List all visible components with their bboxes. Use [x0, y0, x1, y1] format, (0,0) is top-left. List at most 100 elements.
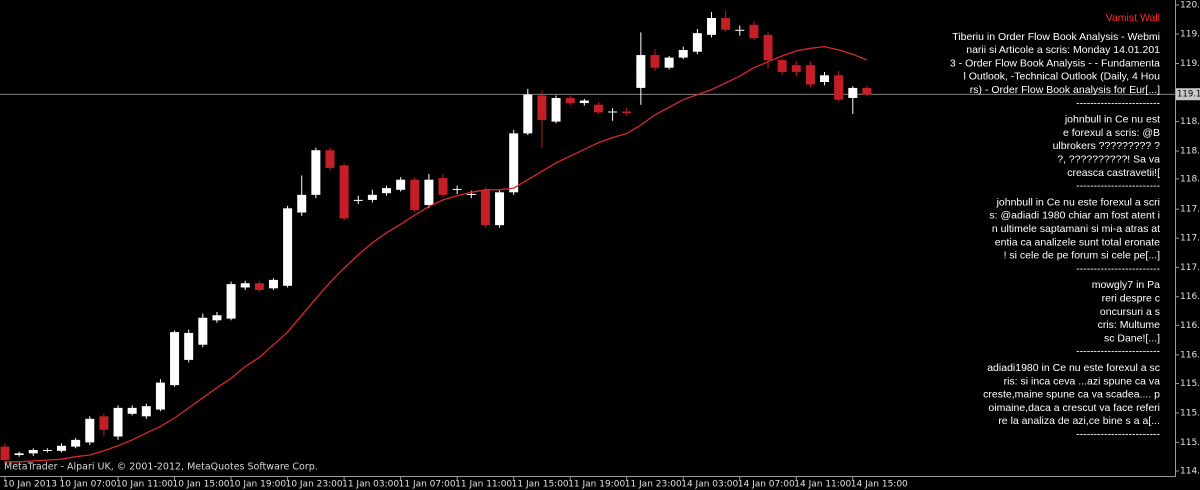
y-tick-label: 119.900 — [1180, 30, 1200, 40]
candle-body — [622, 111, 632, 114]
candle-body — [382, 188, 392, 194]
x-tick-label: 10 Jan 07:00 — [60, 480, 117, 490]
candle-body — [42, 449, 52, 451]
candle-body — [283, 208, 293, 286]
candle-body — [113, 407, 123, 437]
y-tick-label: 118.860 — [1180, 117, 1200, 127]
candle-body — [791, 65, 801, 72]
y-tick-label: 117.820 — [1180, 205, 1200, 215]
candle-body — [0, 446, 10, 461]
x-tick-label: 10 Jan 11:00 — [116, 480, 173, 490]
candle-body — [367, 194, 377, 200]
sidebar-line: reri despre c — [1102, 292, 1160, 304]
current-price-box — [1176, 88, 1200, 101]
candle-body — [834, 75, 844, 100]
x-tick-label: 10 Jan 15:00 — [173, 480, 230, 490]
y-tick-label: 120.245 — [1180, 0, 1200, 10]
sidebar-line: rs) - Order Flow Book analysis for Eur[.… — [970, 84, 1160, 96]
y-tick-label: 116.440 — [1180, 321, 1200, 331]
candle-body — [424, 179, 434, 205]
candle-body — [438, 178, 448, 195]
x-tick-label: 14 Jan 11:00 — [794, 480, 851, 490]
sidebar-line: johnbull in Ce nu est — [1064, 114, 1160, 126]
x-tick-label: 11 Jan 19:00 — [568, 480, 625, 490]
x-tick-label: 11 Jan 15:00 — [512, 480, 569, 490]
candle-body — [593, 104, 603, 113]
candle-body — [523, 94, 533, 134]
candle-body — [692, 33, 702, 52]
candle-body — [325, 150, 335, 168]
candle-body — [763, 34, 773, 61]
sidebar-line: entia ca analizele sunt total eronate — [995, 236, 1160, 248]
moving-average — [5, 45, 868, 463]
y-tick-label: 114.710 — [1180, 467, 1200, 477]
sidebar-line: mowgly7 in Pa — [1092, 279, 1160, 291]
candle-body — [28, 449, 38, 454]
sidebar-line: e forexul a scris: @B — [1063, 127, 1160, 139]
sidebar-line: oimaine,daca a crescut va face referi — [988, 402, 1160, 414]
x-tick-label: 10 Jan 19:00 — [229, 480, 286, 490]
candle-body — [71, 439, 81, 447]
candle-body — [212, 315, 222, 321]
sidebar-line: oncursuri a s — [1100, 306, 1160, 318]
x-tick-label: 10 Jan 2013 — [3, 480, 57, 490]
candle-body — [636, 55, 646, 88]
candle-body — [254, 283, 264, 290]
y-tick-label: 115.750 — [1180, 379, 1200, 389]
candle-body — [707, 18, 716, 35]
candle-body — [551, 98, 561, 122]
y-tick-label: 118.180 — [1180, 174, 1200, 184]
current-price-label: 119.185 — [1177, 90, 1200, 100]
sidebar-line: Tiberiu in Order Flow Book Analysis - We… — [952, 31, 1160, 43]
sidebar-line: ?, ??????????! Sa va — [1057, 153, 1160, 165]
x-tick-label: 10 Jan 23:00 — [286, 480, 343, 490]
candle-body — [721, 18, 731, 30]
candle-body — [353, 199, 363, 201]
sidebar-line: s: @adiadi 1980 chiar am fost atent i — [989, 210, 1160, 222]
x-tick-label: 11 Jan 03:00 — [342, 480, 399, 490]
candle-body — [396, 179, 406, 190]
y-tick-label: 119.550 — [1180, 59, 1200, 69]
candle-body — [579, 100, 589, 104]
x-tick-label: 11 Jan 23:00 — [625, 480, 682, 490]
sidebar-line: creste,maine spune ca va scadea.... p — [983, 389, 1160, 401]
sidebar-title: Vamist Wall — [1106, 12, 1160, 24]
candle-body — [57, 445, 67, 451]
x-tick-label: 14 Jan 07:00 — [738, 480, 795, 490]
candle-body — [99, 416, 109, 430]
candle-body — [268, 279, 278, 289]
sidebar-line: ------------------------ — [1076, 263, 1160, 275]
candle-body — [820, 75, 830, 83]
candle-body — [170, 332, 180, 386]
sidebar-line: 3 - Order Flow Book Analysis - - Fundame… — [950, 57, 1160, 69]
candle-body — [862, 87, 872, 95]
sidebar-line: ------------------------ — [1076, 97, 1160, 109]
candle-body — [608, 111, 618, 113]
sidebar-line: ------------------------ — [1076, 428, 1160, 440]
candle-body — [297, 194, 307, 213]
sidebar-line: n ultimele saptamani si mi-a atras at — [992, 223, 1160, 235]
y-tick-label: 117.130 — [1180, 263, 1200, 273]
x-tick-label: 11 Jan 07:00 — [399, 480, 456, 490]
sidebar-line: narii si Articole a scris: Monday 14.01.… — [966, 44, 1160, 56]
candle-body — [735, 29, 745, 31]
sidebar-line: johnbull in Ce nu este forexul a scri — [996, 196, 1160, 208]
sidebar-line: re la analiza de azi,ce bine s a a[... — [998, 415, 1160, 427]
candle-body — [509, 133, 519, 193]
sidebar-line: ------------------------ — [1076, 180, 1160, 192]
candle-body — [480, 189, 490, 226]
candle-body — [678, 50, 688, 58]
candle-body — [495, 192, 505, 226]
candle-body — [466, 194, 476, 196]
sidebar-line: cris: Multume — [1098, 319, 1161, 331]
candle-body — [14, 453, 24, 456]
candle-body — [848, 87, 858, 99]
candle-body — [339, 165, 349, 219]
candle-body — [410, 179, 420, 211]
watermark: MetaTrader - Alpari UK, © 2001-2012, Met… — [4, 462, 318, 473]
sidebar-line: sc Dane![...] — [1104, 332, 1160, 344]
candle-body — [805, 65, 815, 85]
candle-body — [777, 60, 787, 72]
candle-body — [650, 55, 660, 68]
